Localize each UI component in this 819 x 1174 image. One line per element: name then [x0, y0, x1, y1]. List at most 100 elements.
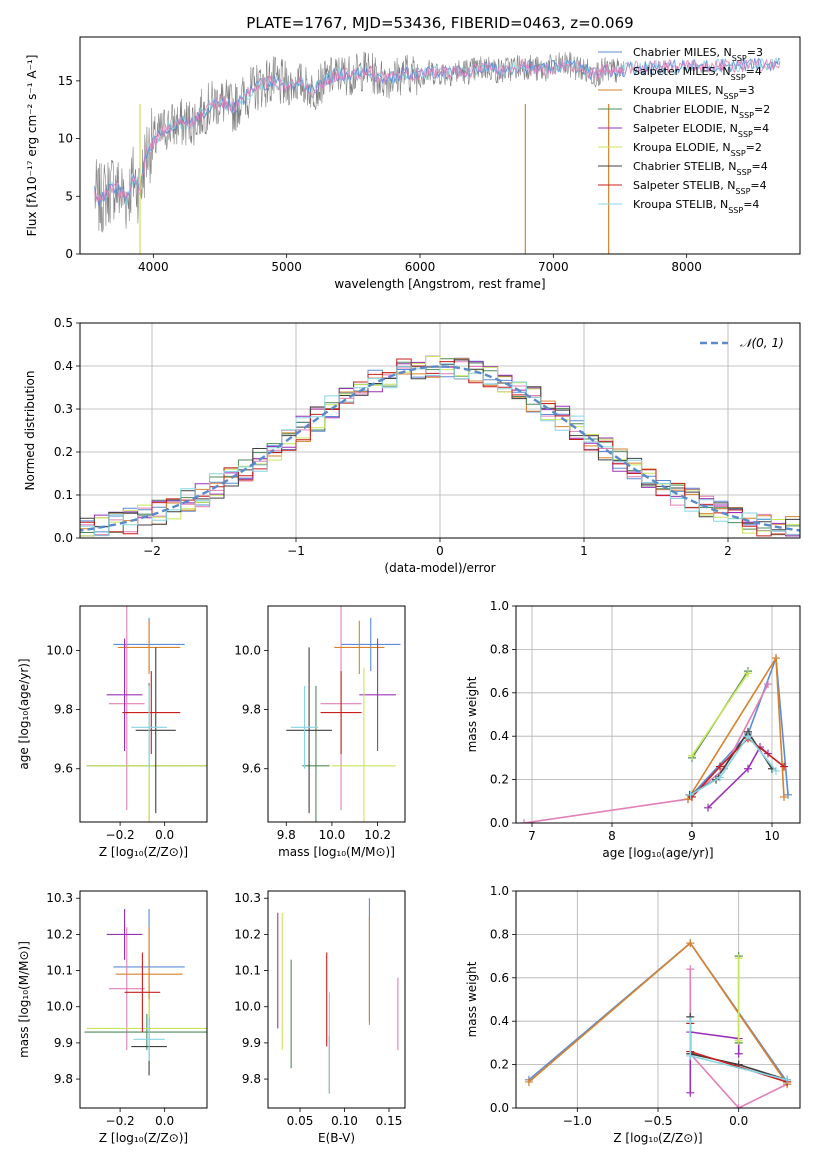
weight-line [689, 1031, 740, 1093]
y-tick-label: 0.6 [490, 686, 509, 700]
x-axis-label: mass [log₁₀(M/M⊙)] [278, 845, 395, 859]
x-tick-label: 1 [580, 544, 588, 558]
model-spectrum [94, 57, 781, 204]
x-tick-label: 0.10 [331, 1114, 358, 1128]
residual-histogram [80, 363, 800, 537]
legend-eq: = [750, 179, 759, 192]
y-tick-label: 0.0 [490, 1101, 509, 1115]
legend-model-name: Kroupa MILES, N [633, 84, 723, 97]
x-tick-label: −1 [287, 544, 305, 558]
plot-area [524, 939, 792, 1108]
panel-mass-vs-z: −0.2 0.0 9.8 9.9 10.0 10.1 10.2 10.3 Z [log₁₀(Z/… [17, 890, 208, 1145]
y-tick-label: 9.6 [54, 762, 73, 776]
y-tick-label: 5 [65, 189, 73, 203]
x-tick-label: 0.0 [729, 1114, 748, 1128]
legend-label: Chabrier STELIB, NSSP=4 [633, 160, 768, 177]
weight-marker [744, 669, 752, 678]
x-tick-label: 10.0 [319, 828, 346, 842]
legend-nssp: 4 [755, 65, 762, 78]
x-tick-label: −0.5 [643, 1114, 672, 1128]
weight-marker [686, 1088, 695, 1097]
weight-marker [784, 790, 792, 799]
x-axis-label: Z [log₁₀(Z/Z⊙)] [99, 1131, 188, 1145]
panel-residuals: 𝒩(0, 1) −2 −1 0 1 2 0.0 0.1 0.2 0.3 0.4 0.5 (data-mo… [23, 316, 801, 575]
y-tick-label: 10.0 [46, 1000, 73, 1014]
plot-area [286, 606, 401, 822]
weight-marker [744, 764, 752, 773]
legend-eq: = [747, 46, 756, 59]
weight-marker [686, 790, 695, 799]
x-axis-label: E(B-V) [318, 1131, 355, 1145]
legend-subscript: SSP [739, 111, 754, 120]
y-tick-label: 0.4 [54, 359, 73, 373]
y-tick-label: 0.6 [490, 971, 509, 985]
model-spectrum [94, 56, 781, 206]
weight-marker [783, 1075, 792, 1084]
y-tick-label: 1.0 [490, 599, 509, 613]
legend-nssp: 4 [761, 160, 768, 173]
weight-marker [686, 1017, 695, 1026]
legend-model-name: Chabrier MILES, N [633, 46, 732, 59]
x-tick-label: −1.0 [563, 1114, 592, 1128]
legend-subscript: SSP [731, 149, 746, 158]
y-tick-label: 9.8 [242, 1072, 261, 1086]
x-tick-label: −0.2 [106, 1114, 135, 1128]
panel-age-vs-mass: 9.8 10.0 10.2 9.6 9.8 10.0 mass [log₁₀(M/M⊙)] [234, 605, 406, 859]
y-tick-label: 9.9 [54, 1036, 73, 1050]
legend-eq: = [738, 84, 747, 97]
y-tick-label: 9.8 [242, 703, 261, 717]
legend-model-name: Kroupa ELODIE, N [633, 141, 731, 154]
y-tick-label: 0.3 [54, 402, 73, 416]
panel-mass-vs-ebv: 0.05 0.10 0.15 9.8 9.9 10.0 10.1 10.2 10.3 E(B-V) [234, 890, 406, 1145]
legend-subscript: SSP [732, 54, 747, 63]
y-tick-label: 0.4 [490, 1014, 509, 1028]
legend-label: Salpeter MILES, NSSP=4 [633, 65, 762, 82]
weight-line [689, 969, 788, 1108]
y-tick-label: 10.1 [234, 964, 261, 978]
weight-line [687, 655, 785, 800]
axes-frame [267, 890, 406, 1109]
y-tick-label: 15 [58, 74, 73, 88]
y-axis-label: mass weight [465, 676, 479, 752]
weight-marker [734, 1104, 743, 1108]
weight-marker [734, 954, 743, 963]
x-tick-label: 0.0 [155, 828, 174, 842]
weight-marker [744, 732, 752, 741]
y-tick-label: 0 [65, 247, 73, 261]
y-tick-label: 1.0 [490, 884, 509, 898]
panel-weight-vs-age: 7 8 9 10 0.0 0.2 0.4 0.6 0.8 1.0 age [log₁₀(age/yr… [465, 599, 801, 860]
x-tick-label: 8000 [671, 260, 702, 274]
x-axis-label: wavelength [Angstrom, rest frame] [334, 277, 545, 291]
weight-marker [772, 766, 780, 775]
x-axis-label: age [log₁₀(age/yr)] [602, 846, 713, 860]
legend-label: Kroupa STELIB, NSSP=4 [633, 198, 759, 215]
y-tick-label: 10.3 [46, 891, 73, 905]
x-tick-label: 6000 [405, 260, 436, 274]
plot-area [520, 654, 792, 823]
legend-label: Salpeter STELIB, NSSP=4 [633, 179, 767, 196]
weight-marker [686, 965, 695, 974]
legend-model-name: Kroupa STELIB, N [633, 198, 728, 211]
weight-marker [780, 792, 788, 801]
legend-nssp: 4 [760, 179, 767, 192]
y-tick-label: 0.0 [490, 816, 509, 830]
legend-eq: = [743, 198, 752, 211]
x-tick-label: −2 [143, 544, 161, 558]
weight-marker [734, 1036, 743, 1045]
y-tick-label: 9.8 [54, 1072, 73, 1086]
x-tick-label: 0.15 [376, 1114, 403, 1128]
y-tick-label: 9.6 [242, 762, 261, 776]
legend-nssp: 3 [756, 46, 763, 59]
legend-subscript: SSP [731, 73, 746, 82]
y-tick-label: 0.4 [490, 729, 509, 743]
y-tick-label: 0.0 [54, 531, 73, 545]
axes-frame [515, 605, 801, 824]
x-tick-label: 7 [528, 829, 536, 843]
x-axis-label: Z [log₁₀(Z/Z⊙)] [99, 845, 188, 859]
legend-subscript: SSP [723, 92, 738, 101]
y-tick-label: 9.9 [242, 1036, 261, 1050]
x-axis-label: Z [log₁₀(Z/Z⊙)] [613, 1131, 702, 1145]
weight-line [523, 683, 769, 823]
legend-eq: = [746, 65, 755, 78]
